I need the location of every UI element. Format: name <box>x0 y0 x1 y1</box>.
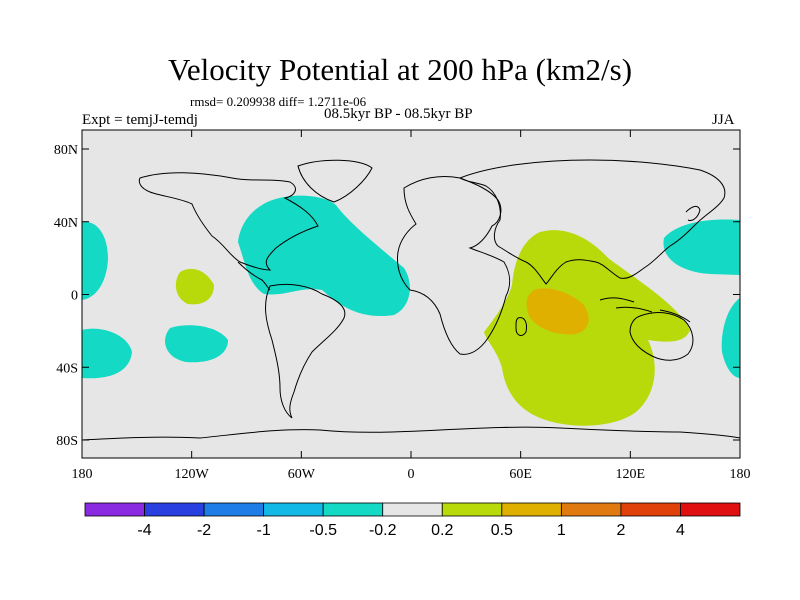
colorbar-label: -0.5 <box>309 522 337 539</box>
lon-label: 0 <box>408 467 415 482</box>
lon-label: 120E <box>616 467 646 482</box>
lon-label: 120W <box>175 467 210 482</box>
colorbar-swatch <box>144 502 205 517</box>
lon-label: 60E <box>509 467 532 482</box>
colorbar-label: 4 <box>676 522 685 539</box>
colorbar-label: 2 <box>616 522 625 539</box>
colorbar-label: 0.5 <box>491 522 513 539</box>
colorbar-label: 1 <box>557 522 566 539</box>
lon-label: 180 <box>730 467 751 482</box>
coast-greenland <box>297 159 373 203</box>
negative-region-west-pacific-south <box>721 298 740 378</box>
coastlines <box>82 159 740 441</box>
negative-region-pacific-east <box>82 221 108 300</box>
lat-label: 40S <box>56 361 78 376</box>
lon-label: 180 <box>72 467 93 482</box>
coast-south-america <box>265 283 346 419</box>
coast-madagascar <box>515 317 527 336</box>
period-label: 08.5kyr BP - 08.5kyr BP <box>324 106 473 122</box>
colorbar-label: -1 <box>257 522 271 539</box>
stats-text: rmsd= 0.209938 diff= 1.2711e-06 <box>190 94 367 109</box>
season-label: JJA <box>712 112 735 128</box>
lat-label: 0 <box>71 289 78 304</box>
colorbar-swatch <box>620 502 681 517</box>
negative-region-pacific-south <box>82 328 132 379</box>
coast-asia <box>458 159 726 285</box>
lat-label: 80S <box>56 434 78 449</box>
coast-japan <box>685 205 701 221</box>
colorbar-label: -2 <box>197 522 211 539</box>
coast-north-america <box>138 172 319 271</box>
coast-indonesia <box>599 297 691 323</box>
colorbar-swatch <box>84 502 145 517</box>
coast-central-america <box>237 261 271 291</box>
colorbar-swatch <box>441 502 503 517</box>
lon-label: 60W <box>288 467 316 482</box>
coast-australia <box>629 312 694 361</box>
contour-fields <box>82 159 740 441</box>
colorbar-swatch <box>382 502 443 517</box>
lat-label: 40N <box>54 216 78 231</box>
lat-label: 80N <box>54 143 78 158</box>
negative-region-west-pacific <box>663 219 740 275</box>
colorbar-label: -4 <box>137 522 151 539</box>
colorbar-swatch <box>680 502 741 517</box>
negative-region-atlantic <box>238 195 410 317</box>
experiment-label: Expt = temjJ-temdj <box>82 112 198 128</box>
colorbar-swatch <box>263 502 324 517</box>
map-axes: 80N 40N 0 40S 80S 180 120W 60W 0 60E 120E 180 <box>54 130 751 482</box>
strong-positive-region <box>526 288 589 335</box>
coast-europe-africa <box>397 175 511 355</box>
negative-region-south-pacific-small <box>165 325 228 363</box>
colorbar-swatch <box>560 502 622 517</box>
colorbar-swatch <box>501 502 562 517</box>
colorbar-swatch <box>322 502 384 517</box>
colorbar: -4 -2 -1 -0.5 -0.2 0.2 0.5 1 2 4 <box>84 502 741 539</box>
map-title: Velocity Potential at 200 hPa (km2/s) <box>167 52 633 87</box>
colorbar-label: -0.2 <box>369 522 397 539</box>
positive-region-pacific-small <box>175 268 214 305</box>
colorbar-label: 0.2 <box>431 522 453 539</box>
positive-region-indian-ocean <box>484 230 690 426</box>
colorbar-swatch <box>203 502 265 517</box>
coast-antarctica <box>82 426 740 441</box>
